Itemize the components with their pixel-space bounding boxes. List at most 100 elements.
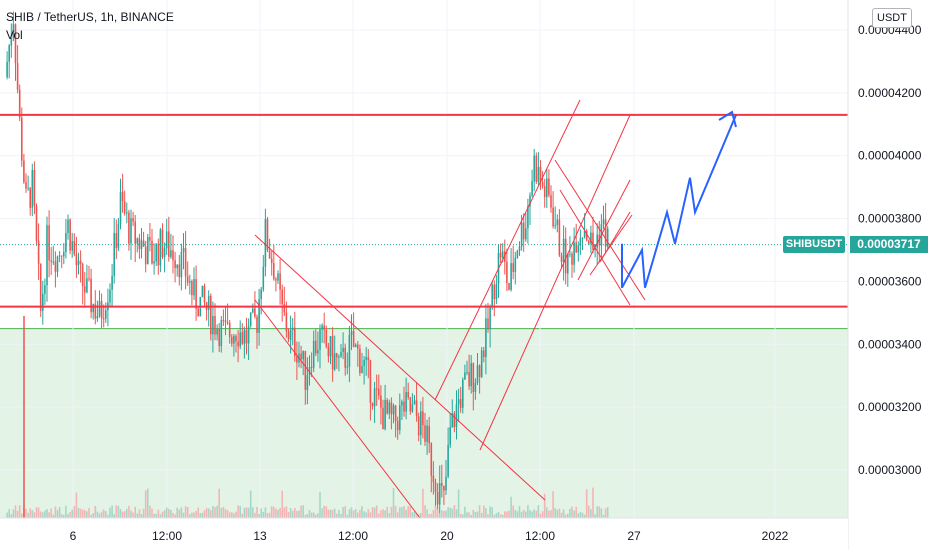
- price-tick-label: 0.00004000: [858, 149, 922, 163]
- volume-bar: [583, 514, 586, 518]
- candle-body: [136, 238, 139, 244]
- candle-body: [249, 312, 252, 326]
- candle-body: [287, 331, 290, 340]
- candle-body: [302, 351, 304, 360]
- volume-bar: [533, 509, 535, 518]
- volume-bar: [531, 511, 533, 518]
- candle-body: [277, 273, 279, 281]
- candle-body: [268, 249, 271, 259]
- volume-bar: [79, 508, 82, 518]
- candle-body: [256, 316, 258, 333]
- candle-body: [470, 363, 472, 387]
- candle-body: [571, 253, 573, 265]
- volume-bar: [18, 505, 21, 518]
- candle-body: [48, 225, 50, 261]
- volume-bar: [214, 507, 216, 518]
- price-tick-label: 0.00003400: [858, 337, 922, 351]
- candle-body: [491, 284, 493, 307]
- symbol-title: SHIB / TetherUS, 1h, BINANCE: [6, 10, 174, 24]
- candle-body: [434, 482, 437, 493]
- candle-body: [102, 318, 105, 320]
- volume-bar: [77, 507, 80, 518]
- volume-bar: [323, 505, 325, 518]
- volume-bar: [96, 511, 99, 518]
- volume-bar: [300, 505, 302, 518]
- candle-body: [151, 240, 153, 264]
- candle-body: [386, 399, 388, 414]
- candle-body: [258, 299, 260, 333]
- candle-body: [579, 238, 582, 246]
- candle-body: [56, 256, 59, 272]
- volume-bar: [348, 509, 351, 518]
- candle-body: [485, 318, 487, 358]
- volume-bar: [438, 513, 441, 518]
- candle-body: [604, 219, 607, 247]
- candle-body: [44, 285, 46, 294]
- candle-body: [415, 400, 418, 417]
- candle-body: [432, 475, 435, 483]
- volume-bar: [35, 507, 38, 518]
- volume-bar: [6, 512, 8, 518]
- volume-bar: [88, 508, 90, 518]
- candle-body: [567, 253, 569, 274]
- candle-body: [373, 388, 376, 407]
- candle-body: [453, 413, 456, 428]
- time-tick-label: 6: [70, 529, 77, 543]
- candle-body: [352, 331, 355, 348]
- candle-body: [81, 263, 84, 287]
- candle-body: [380, 395, 382, 408]
- candle-body: [363, 359, 365, 367]
- trend-line: [434, 99, 581, 401]
- candle-body: [266, 219, 269, 250]
- volume-bar: [237, 505, 239, 518]
- candle-body: [384, 399, 386, 430]
- candle-body: [436, 492, 439, 505]
- volume-bar: [48, 512, 50, 518]
- candle-body: [121, 191, 124, 202]
- candle-body: [529, 195, 531, 207]
- candle-body: [231, 336, 233, 344]
- candle-body: [35, 205, 38, 241]
- time-tick-label: 27: [627, 529, 641, 543]
- volume-bar: [594, 514, 596, 518]
- time-tick-label: 20: [440, 529, 454, 543]
- volume-bar: [455, 509, 458, 518]
- candle-body: [480, 350, 483, 377]
- candle-body: [159, 229, 162, 266]
- volume-bar: [174, 514, 176, 518]
- candle-body: [197, 308, 199, 317]
- candle-body: [577, 245, 580, 253]
- price-tick-label: 0.00003200: [858, 400, 922, 414]
- volume-bar: [451, 508, 454, 518]
- volume-bar: [474, 512, 477, 518]
- volume-bar: [151, 508, 153, 518]
- volume-bar: [254, 512, 256, 518]
- volume-bar: [121, 511, 124, 518]
- volume-bar: [562, 509, 565, 518]
- volume-bar: [73, 506, 76, 518]
- candle-body: [60, 255, 63, 257]
- candle-body: [533, 155, 535, 182]
- candle-body: [23, 160, 25, 183]
- candle-body: [224, 320, 227, 323]
- candle-body: [476, 365, 479, 383]
- volume-bar: [575, 506, 577, 518]
- candle-body: [189, 281, 191, 283]
- trend-line: [254, 234, 546, 501]
- volume-bar: [65, 505, 67, 518]
- volume-bar: [111, 505, 113, 518]
- volume-bar: [29, 508, 31, 518]
- trend-line: [599, 211, 631, 263]
- volume-bar: [466, 512, 468, 518]
- projection-path: [621, 114, 737, 289]
- volume-bar: [333, 508, 336, 518]
- volume-bar: [569, 508, 571, 518]
- volume-bar: [94, 505, 97, 518]
- trend-line: [254, 299, 421, 519]
- candle-body: [495, 284, 498, 300]
- volume-bar: [413, 511, 416, 518]
- candle-body: [325, 329, 328, 347]
- currency-button[interactable]: USDT: [872, 8, 912, 28]
- candle-body: [592, 232, 594, 250]
